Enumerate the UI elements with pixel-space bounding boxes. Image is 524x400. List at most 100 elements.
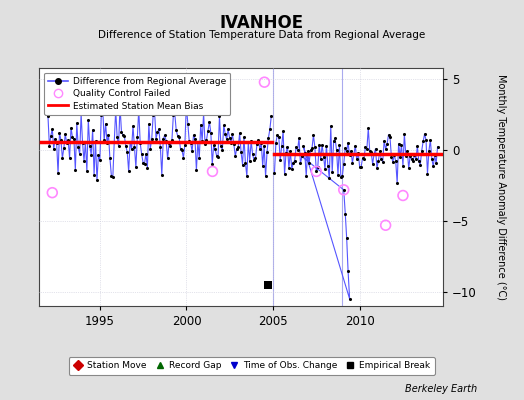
Point <box>208 161 216 168</box>
Point <box>103 139 111 146</box>
Point <box>345 296 354 302</box>
Point <box>348 160 357 166</box>
Point <box>117 128 126 135</box>
Point <box>106 155 114 162</box>
Point <box>266 126 274 132</box>
Point <box>83 168 91 174</box>
Point <box>381 222 390 228</box>
Point <box>182 102 191 108</box>
Point <box>204 128 212 134</box>
Point <box>433 144 442 150</box>
Point <box>206 129 215 136</box>
Point <box>160 132 169 138</box>
Point <box>344 267 352 274</box>
Point <box>70 135 78 142</box>
Point <box>360 156 368 162</box>
Point <box>350 151 358 158</box>
Point <box>91 138 100 144</box>
Point <box>130 144 139 150</box>
Point <box>220 122 228 129</box>
Point <box>172 127 180 134</box>
Point <box>397 142 406 148</box>
Point <box>142 151 150 157</box>
Point <box>341 145 350 151</box>
Point <box>179 154 188 161</box>
Point <box>237 149 245 155</box>
Point <box>344 139 352 146</box>
Point <box>108 174 117 181</box>
Point <box>231 153 239 159</box>
Point <box>387 154 396 160</box>
Point <box>221 131 230 137</box>
Point <box>373 165 381 171</box>
Point <box>361 144 369 150</box>
Point <box>324 163 332 169</box>
Point <box>188 148 196 154</box>
Point <box>422 137 430 144</box>
Point <box>89 127 97 133</box>
Point <box>123 149 132 155</box>
Point <box>414 158 423 164</box>
Point <box>351 143 359 149</box>
Point <box>292 144 300 150</box>
Point <box>353 156 361 163</box>
Point <box>133 134 141 140</box>
Point <box>264 134 272 141</box>
Point <box>340 161 348 167</box>
Point <box>71 167 80 173</box>
Point <box>120 133 128 139</box>
Point <box>395 140 403 147</box>
Point <box>212 152 221 159</box>
Point <box>338 173 346 180</box>
Point <box>113 134 122 140</box>
Point <box>288 166 296 172</box>
Point <box>67 124 75 131</box>
Point <box>347 148 355 154</box>
Point <box>425 148 433 154</box>
Point <box>100 137 108 144</box>
Point <box>319 153 328 160</box>
Point <box>295 135 303 142</box>
Point <box>393 180 401 186</box>
Point <box>283 143 292 150</box>
Point <box>279 128 287 134</box>
Point <box>87 152 95 158</box>
Point <box>47 132 55 139</box>
Text: Berkeley Earth: Berkeley Earth <box>405 384 477 394</box>
Point <box>330 138 338 144</box>
Point <box>325 175 333 181</box>
Point <box>420 131 429 137</box>
Point <box>312 168 321 175</box>
Point <box>234 144 243 151</box>
Point <box>331 135 339 142</box>
Point <box>233 145 241 152</box>
Point <box>337 174 345 180</box>
Point <box>177 146 185 153</box>
Point <box>196 122 205 128</box>
Point <box>275 134 283 140</box>
Point <box>155 126 163 132</box>
Point <box>56 130 64 136</box>
Point <box>253 141 261 148</box>
Point <box>192 167 201 174</box>
Point <box>57 137 65 143</box>
Point <box>276 157 285 164</box>
Point <box>112 107 120 113</box>
Point <box>384 132 392 138</box>
Point <box>122 142 130 149</box>
Point <box>244 139 253 146</box>
Point <box>298 153 306 160</box>
Point <box>380 138 388 144</box>
Point <box>412 156 420 162</box>
Point <box>217 142 225 149</box>
Point <box>99 105 107 112</box>
Point <box>152 136 160 142</box>
Point <box>280 171 289 178</box>
Point <box>260 79 269 85</box>
Point <box>200 110 208 116</box>
Point <box>326 123 335 129</box>
Point <box>429 163 438 170</box>
Point <box>150 109 159 115</box>
Point <box>45 143 53 149</box>
Point <box>159 136 168 142</box>
